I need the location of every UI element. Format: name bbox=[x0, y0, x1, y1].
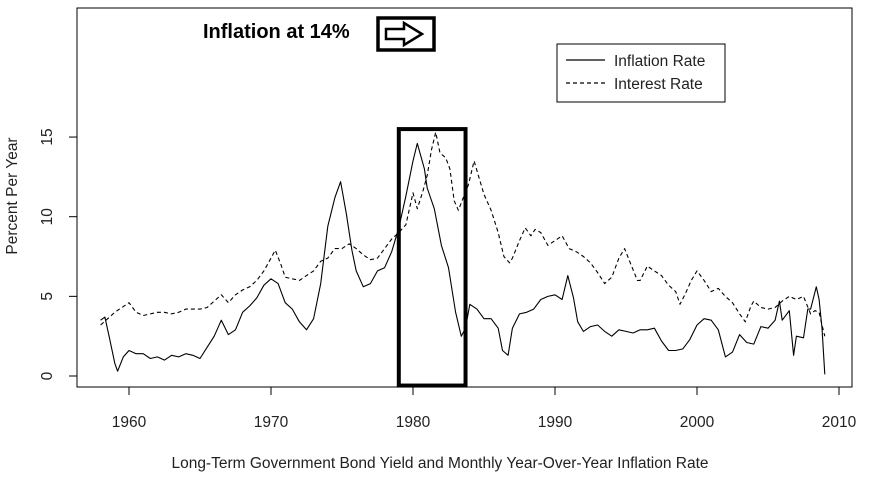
x-axis-label: Long-Term Government Bond Yield and Mont… bbox=[171, 455, 708, 472]
x-tick-label-1980: 1980 bbox=[396, 414, 431, 431]
series-line-inflation-rate bbox=[100, 142, 826, 375]
y-tick-label-15: 15 bbox=[39, 128, 56, 145]
annotation: Inflation at 14% bbox=[203, 16, 468, 388]
y-tick-label-5: 5 bbox=[39, 292, 56, 301]
annotation-label: Inflation at 14% bbox=[203, 21, 350, 43]
y-tick-label-10: 10 bbox=[39, 208, 56, 226]
x-tick-label-1960: 1960 bbox=[112, 414, 147, 431]
arrow-right-icon bbox=[384, 20, 425, 48]
legend-label-inflation-rate: Inflation Rate bbox=[614, 53, 705, 70]
x-tick-label-2010: 2010 bbox=[822, 414, 857, 431]
x-axis: 1960 1970 1980 1990 2000 2010 bbox=[112, 387, 857, 431]
y-axis: 0 5 10 15 bbox=[39, 128, 77, 380]
legend-label-interest-rate: Interest Rate bbox=[614, 76, 703, 93]
x-tick-label-1990: 1990 bbox=[538, 414, 573, 431]
annotation-highlight-box bbox=[396, 127, 468, 388]
x-tick-label-2000: 2000 bbox=[680, 414, 715, 431]
y-tick-label-0: 0 bbox=[39, 371, 56, 380]
y-axis-label: Percent Per Year bbox=[4, 137, 21, 254]
x-tick-label-1970: 1970 bbox=[254, 414, 289, 431]
series-layer bbox=[100, 131, 826, 375]
legend-box bbox=[556, 43, 726, 103]
series-line-interest-rate bbox=[100, 131, 826, 337]
legend: Inflation Rate Interest Rate bbox=[556, 43, 726, 103]
